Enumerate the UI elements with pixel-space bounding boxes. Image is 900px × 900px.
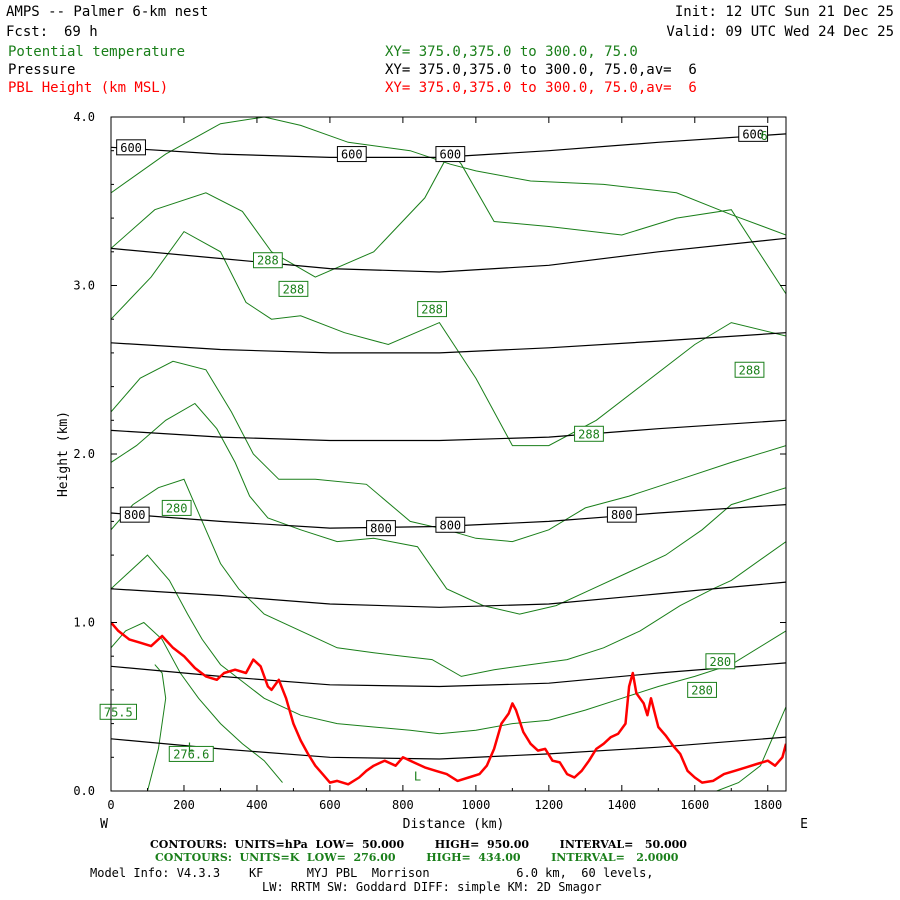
theta-label-3: 288 <box>739 363 761 377</box>
pressure-label-4: 800 <box>124 508 146 522</box>
pressure-label-1: 600 <box>341 148 363 162</box>
theta-label-0-box <box>252 252 283 269</box>
field-theta-xy: XY= 375.0,375.0 to 300.0, 75.0 <box>385 44 638 60</box>
x-tick-label-9: 1800 <box>753 798 782 812</box>
pressure-label-1-box <box>336 146 367 163</box>
theta-label-2: 288 <box>421 303 443 317</box>
field-pressure-xy: XY= 375.0,375.0 to 300.0, 75.0,av= 6 <box>385 62 697 78</box>
x-tick-label-3: 600 <box>319 798 341 812</box>
pressure-label-3: 600 <box>742 127 764 141</box>
pbl-height-series <box>111 621 786 786</box>
pressure-label-7-box <box>606 506 637 523</box>
theta-contour-6 <box>111 554 786 735</box>
y-axis-label: Height (km) <box>56 411 71 497</box>
pressure-label-6-box <box>435 516 466 533</box>
theta-contour-7 <box>111 621 283 783</box>
x-axis-west-label: W <box>100 817 108 832</box>
contour-labels: 600 600 600 600 800 800 800 800 288 288 288 288 288 2… <box>99 125 769 783</box>
pressure-contours <box>111 133 786 760</box>
theta-label-6: 280 <box>709 655 731 669</box>
theta-contour-2 <box>111 230 786 447</box>
theta-contour-5 <box>111 478 786 677</box>
pressure-contour-3 <box>111 419 786 442</box>
theta-label-10: L <box>188 741 195 755</box>
pressure-contour-5 <box>111 581 786 608</box>
y-tick-label-3: 3.0 <box>73 279 95 293</box>
init-time: Init: 12 UTC Sun 21 Dec 25 <box>674 4 894 20</box>
pressure-label-0-box <box>116 139 146 156</box>
theta-label-1-box <box>278 280 309 297</box>
theta-label-5: 280 <box>166 501 188 515</box>
theta-label-11: L <box>414 769 421 783</box>
chart-title: AMPS -- Palmer 6-km nest <box>6 4 209 20</box>
footer-pressure-contours: CONTOURS: UNITS=hPa LOW= 50.000 HIGH= 95… <box>150 838 687 851</box>
pressure-label-2: 600 <box>439 148 461 162</box>
pressure-label-4-box <box>119 506 150 523</box>
theta-label-6-box <box>705 653 736 670</box>
theta-label-7-box <box>687 681 717 698</box>
theta-label-8: 75.5 <box>104 705 133 719</box>
x-tick-label-2: 400 <box>246 798 268 812</box>
theta-label-4: 288 <box>578 427 600 441</box>
theta-contour-4 <box>111 402 786 615</box>
field-pbl-xy: XY= 375.0,375.0 to 300.0, 75.0,av= 6 <box>385 80 697 96</box>
plot-frame <box>110 116 787 792</box>
pressure-label-0: 600 <box>120 141 142 155</box>
footer-theta-contours: CONTOURS: UNITS=K LOW= 276.00 HIGH= 434.… <box>155 851 679 864</box>
theta-label-7: 280 <box>691 683 713 697</box>
field-pbl-name: PBL Height (km MSL) <box>8 80 169 96</box>
footer-model-info: Model Info: V4.3.3 KF MYJ PBL Morrison 6… <box>90 866 654 880</box>
theta-contour-8 <box>147 664 167 791</box>
theta-label-2-box <box>417 301 447 318</box>
field-theta-name: Potential temperature <box>8 44 186 60</box>
pressure-label-5: 800 <box>370 522 392 536</box>
pressure-label-2-box <box>435 146 466 163</box>
theta-label-9-box <box>168 745 214 762</box>
y-tick-label-2: 2.0 <box>73 447 95 461</box>
pressure-contour-1 <box>111 237 786 273</box>
y-tick-label-0: 0.0 <box>73 784 95 798</box>
theta-label-12: 6 <box>760 129 767 143</box>
valid-time: Valid: 09 UTC Wed 24 Dec 25 <box>666 24 894 40</box>
axis-ticks: 0 200 400 600 800 1000 1200 1400 1600 1800 0.0 1.0 2… <box>73 110 786 812</box>
x-tick-label-0: 0 <box>107 798 114 812</box>
theta-contour-1 <box>111 149 786 295</box>
forecast-hours: 69 h <box>64 24 98 40</box>
pressure-label-3-box <box>738 125 769 142</box>
theta-label-0: 288 <box>257 254 279 268</box>
x-tick-label-7: 1400 <box>607 798 636 812</box>
x-tick-label-5: 1000 <box>461 798 490 812</box>
x-tick-label-6: 1200 <box>534 798 563 812</box>
pressure-contour-2 <box>111 332 786 354</box>
theta-label-9: 276.6 <box>173 747 209 761</box>
x-axis-label: Distance (km) <box>403 817 505 832</box>
pressure-contour-7 <box>111 736 786 760</box>
x-tick-label-4: 800 <box>392 798 414 812</box>
footer-physics-info: LW: RRTM SW: Goddard DIFF: simple KM: 2D… <box>262 880 602 894</box>
pressure-label-7: 800 <box>611 508 633 522</box>
theta-contour-9 <box>716 706 786 791</box>
x-axis-east-label: E <box>800 817 808 832</box>
x-tick-label-8: 1600 <box>680 798 709 812</box>
theta-label-3-box <box>734 361 765 378</box>
x-tick-label-1: 200 <box>173 798 195 812</box>
field-pressure-name: Pressure <box>8 62 76 78</box>
theta-contour-3 <box>111 360 786 543</box>
theta-label-5-box <box>161 499 192 516</box>
pressure-label-6: 800 <box>439 518 461 532</box>
theta-label-8-box <box>99 703 137 720</box>
theta-contours <box>111 117 786 791</box>
theta-label-4-box <box>574 425 604 442</box>
y-tick-label-4: 4.0 <box>73 110 95 124</box>
theta-label-1: 288 <box>283 282 305 296</box>
pressure-contour-6 <box>111 662 786 688</box>
y-tick-label-1: 1.0 <box>73 616 95 630</box>
forecast-label: Fcst: <box>6 24 49 40</box>
pbl-height-line <box>111 621 786 786</box>
pressure-label-5-box <box>366 520 396 537</box>
